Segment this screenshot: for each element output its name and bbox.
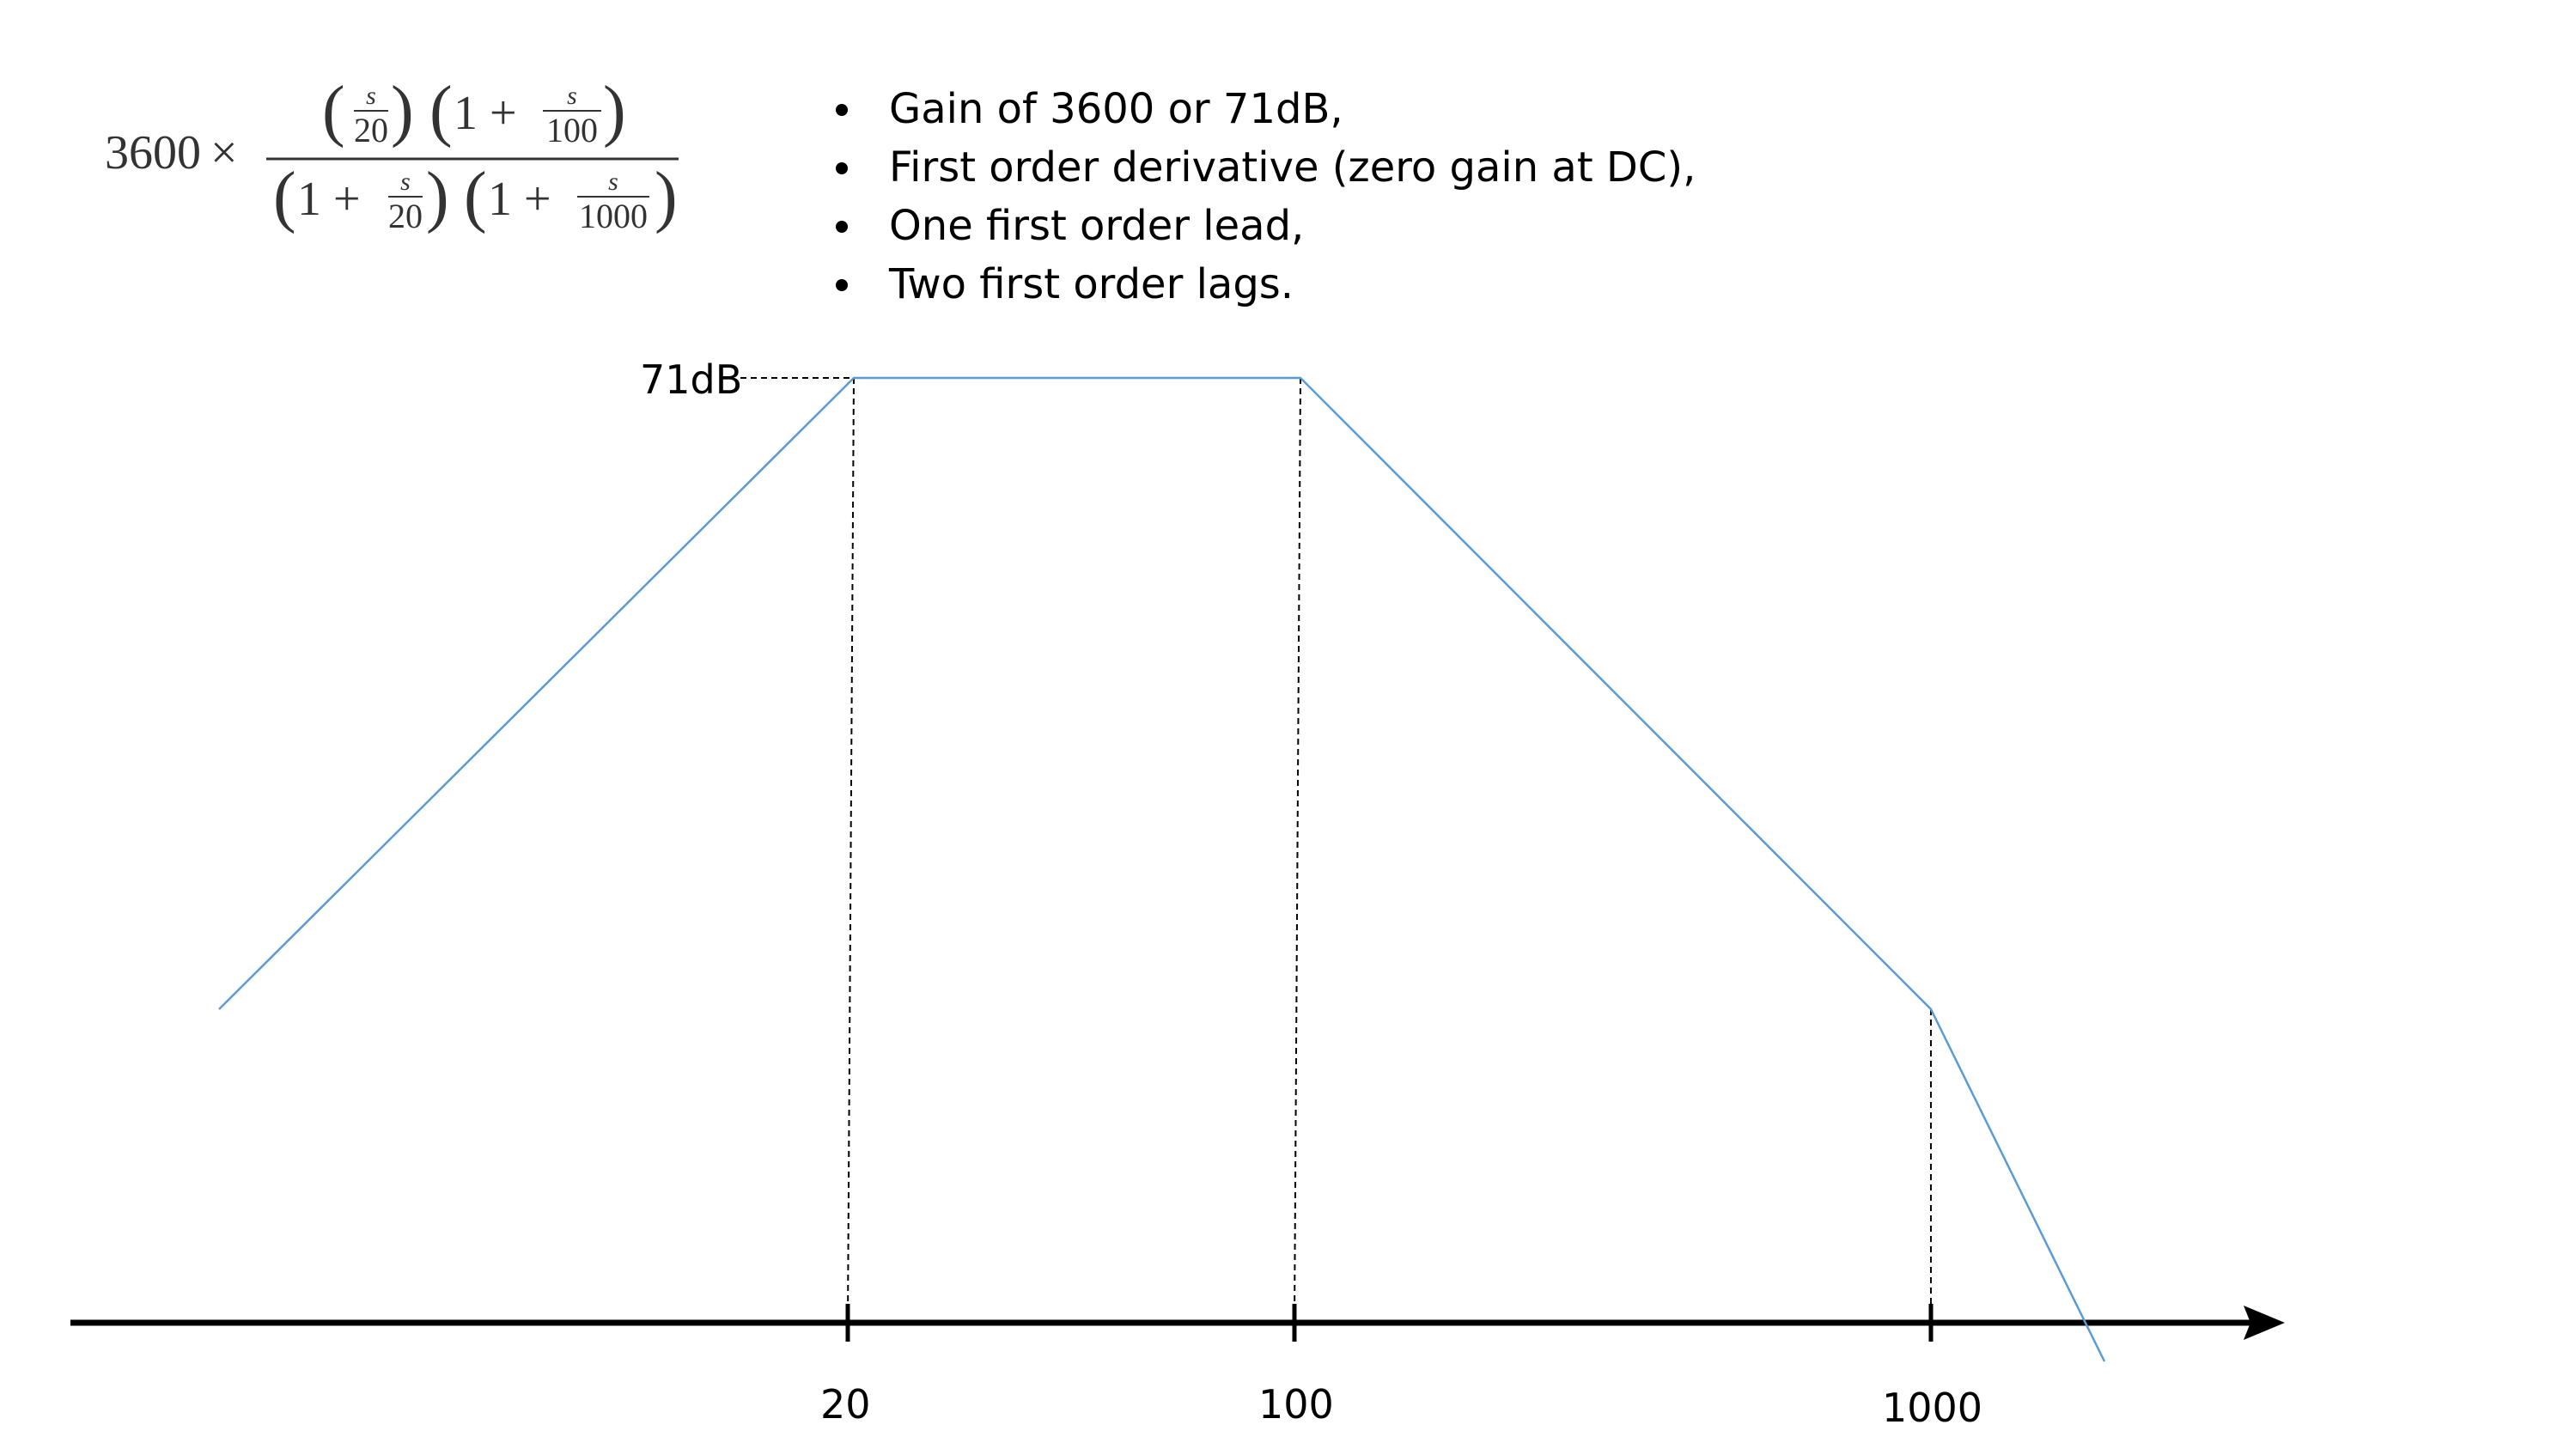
bullet-dot xyxy=(836,162,848,174)
bullet-text: Gain of 3600 or 71dB, xyxy=(889,85,1343,133)
paren: ( xyxy=(273,159,296,234)
frac-s: s xyxy=(567,82,577,110)
bullet-dot xyxy=(836,221,848,233)
bullet-text: Two first order lags. xyxy=(888,260,1294,308)
paren: ) xyxy=(603,73,626,149)
formula-gain: 3600 xyxy=(105,126,201,180)
one: 1 xyxy=(488,173,512,226)
one: 1 xyxy=(454,87,478,140)
plus: + xyxy=(524,173,551,226)
frac-denominator: 20 xyxy=(354,111,388,149)
frac-denominator: 20 xyxy=(388,197,423,235)
list-item: Two first order lags. xyxy=(836,260,1294,308)
tick-label-100: 100 xyxy=(1258,1381,1334,1428)
bullet-text: First order derivative (zero gain at DC)… xyxy=(889,143,1696,192)
frac-denominator: 100 xyxy=(546,111,598,149)
plus: + xyxy=(490,87,517,140)
paren: ) xyxy=(391,73,414,149)
list-item: First order derivative (zero gain at DC)… xyxy=(836,143,1696,192)
paren: ( xyxy=(429,73,453,149)
bode-magnitude-plot: 71dB 20 100 1000 xyxy=(70,356,2285,1431)
frac-s: s xyxy=(366,82,376,110)
corner-guide-100 xyxy=(1294,377,1301,1324)
frac-denominator: 1000 xyxy=(579,197,648,235)
one: 1 xyxy=(297,173,321,226)
bullet-list: Gain of 3600 or 71dB, First order deriva… xyxy=(836,85,1696,308)
bullet-dot xyxy=(836,279,848,291)
formula-times: × xyxy=(210,126,238,180)
axis-arrowhead xyxy=(2244,1306,2285,1340)
tick-label-20: 20 xyxy=(820,1381,871,1428)
corner-guide-20 xyxy=(847,377,855,1324)
paren: ( xyxy=(464,159,487,234)
bullet-text: One first order lead, xyxy=(889,202,1304,250)
tick-label-1000: 1000 xyxy=(1882,1385,1982,1431)
magnitude-asymptote xyxy=(218,376,2106,1362)
frac-s: s xyxy=(608,167,618,196)
paren: ) xyxy=(655,159,678,234)
formula-denominator: ( 1 + s 20 ) ( 1 + s 1000 ) xyxy=(273,159,678,235)
list-item: One first order lead, xyxy=(836,202,1304,250)
paren: ) xyxy=(426,159,449,234)
plus: + xyxy=(333,173,361,226)
formula-numerator: ( s 20 ) ( 1 + s 100 ) xyxy=(322,73,626,149)
frac-s: s xyxy=(400,167,411,196)
transfer-function-formula: 3600 × ( s 20 ) ( 1 + s 100 ) ( 1 + s 20… xyxy=(105,73,679,235)
list-item: Gain of 3600 or 71dB, xyxy=(836,85,1343,133)
bullet-dot xyxy=(836,104,848,116)
gain-label: 71dB xyxy=(640,356,742,403)
paren: ( xyxy=(322,73,345,149)
